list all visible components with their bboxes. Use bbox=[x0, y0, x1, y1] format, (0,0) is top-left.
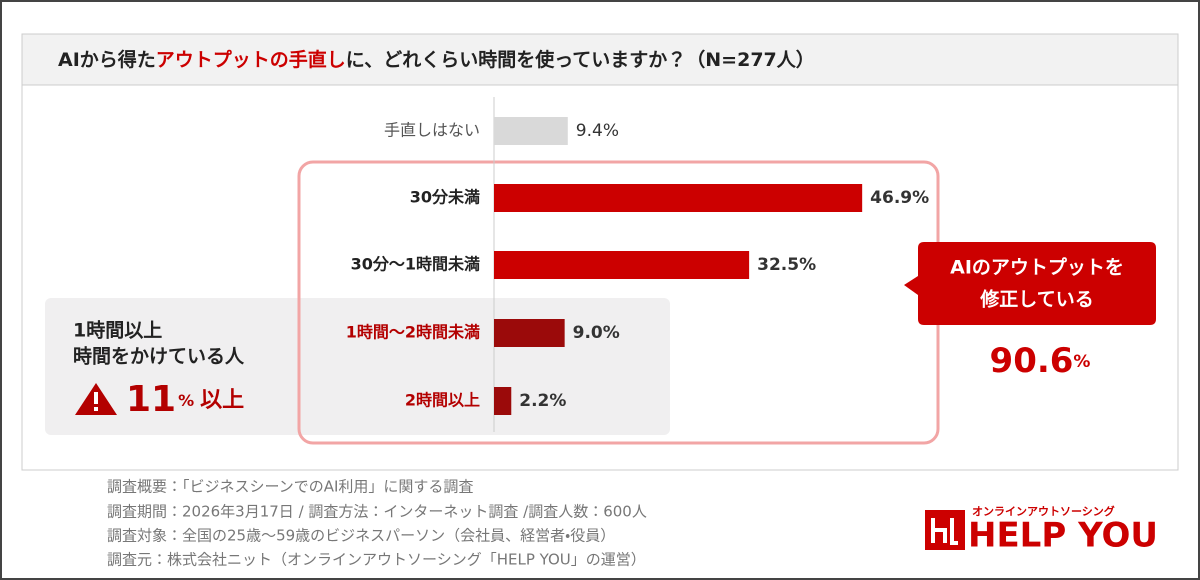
warning-icon-dot bbox=[94, 407, 98, 411]
value-label: 9.4% bbox=[576, 121, 619, 141]
title-part: に、どれくらい時間を使っていますか？（N=277人） bbox=[346, 48, 815, 71]
note: 調査期間：2026年3月17日 / 調査方法：インターネット調査 /調査人数：6… bbox=[107, 503, 647, 521]
side-text: 時間をかけている人 bbox=[73, 346, 245, 368]
side-number: 11% 以上 bbox=[126, 379, 244, 420]
note: 調査対象：全国の25歳〜59歳のビジネスパーソン（会社員、経営者・役員） bbox=[107, 527, 615, 545]
category-label: 30分〜1時間未満 bbox=[351, 255, 480, 274]
side-suffix: 以上 bbox=[200, 388, 244, 413]
bar bbox=[494, 117, 568, 145]
category-label: 1時間〜2時間未満 bbox=[346, 323, 480, 342]
logo-glyph bbox=[931, 518, 958, 545]
callout-total-value: 90.6 bbox=[990, 341, 1074, 381]
callout-text: AIのアウトプットを bbox=[950, 256, 1124, 279]
bars: 手直しはない 9.4% 30分未満 46.9% 30分〜1時間未満 32.5% 1時間〜2時… bbox=[346, 117, 929, 415]
logo-tagline: オンラインアウトソーシング bbox=[972, 504, 1115, 518]
warning-icon-bar bbox=[94, 392, 98, 404]
side-number-value: 11 bbox=[126, 379, 176, 420]
callout-total: 90.6% bbox=[990, 341, 1091, 381]
note: 調査元：株式会社ニット（オンラインアウトソーシング「HELP YOU」の運営） bbox=[107, 551, 646, 569]
title-part: アウトプットの手直し bbox=[156, 48, 346, 71]
value-label: 32.5% bbox=[757, 255, 816, 275]
value-label: 2.2% bbox=[519, 391, 566, 411]
bar bbox=[494, 184, 863, 212]
title-part: AIから得た bbox=[58, 48, 156, 71]
title-band bbox=[21, 33, 1179, 86]
logo-name: HELP YOU bbox=[968, 516, 1158, 556]
callout-box bbox=[904, 242, 1156, 325]
category-label: 2時間以上 bbox=[405, 391, 480, 410]
side-text: 1時間以上 bbox=[73, 320, 162, 342]
callout-unit: % bbox=[1073, 352, 1090, 372]
bar bbox=[494, 251, 750, 279]
category-label: 30分未満 bbox=[410, 188, 480, 207]
bar bbox=[494, 319, 565, 347]
chart-title: AIから得たアウトプットの手直しに、どれくらい時間を使っていますか？（N=277… bbox=[58, 48, 815, 71]
side-unit: % bbox=[178, 391, 194, 410]
callout-text: 修正している bbox=[979, 288, 1093, 311]
category-label: 手直しはない bbox=[384, 121, 480, 140]
bar bbox=[494, 387, 512, 415]
value-label: 9.0% bbox=[573, 323, 620, 343]
value-label: 46.9% bbox=[870, 188, 929, 208]
note: 調査概要：「ビジネスシーンでのAI利用」に関する調査 bbox=[107, 478, 473, 496]
